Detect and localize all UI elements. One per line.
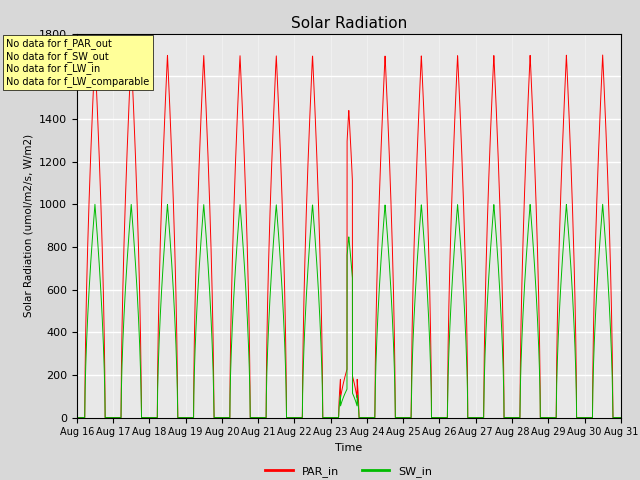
X-axis label: Time: Time [335,443,362,453]
Text: No data for f_PAR_out
No data for f_SW_out
No data for f_LW_in
No data for f_LW_: No data for f_PAR_out No data for f_SW_o… [6,38,150,87]
Y-axis label: Solar Radiation (umol/m2/s, W/m2): Solar Radiation (umol/m2/s, W/m2) [24,134,33,317]
Legend: PAR_in, SW_in: PAR_in, SW_in [261,461,436,480]
Title: Solar Radiation: Solar Radiation [291,16,407,31]
